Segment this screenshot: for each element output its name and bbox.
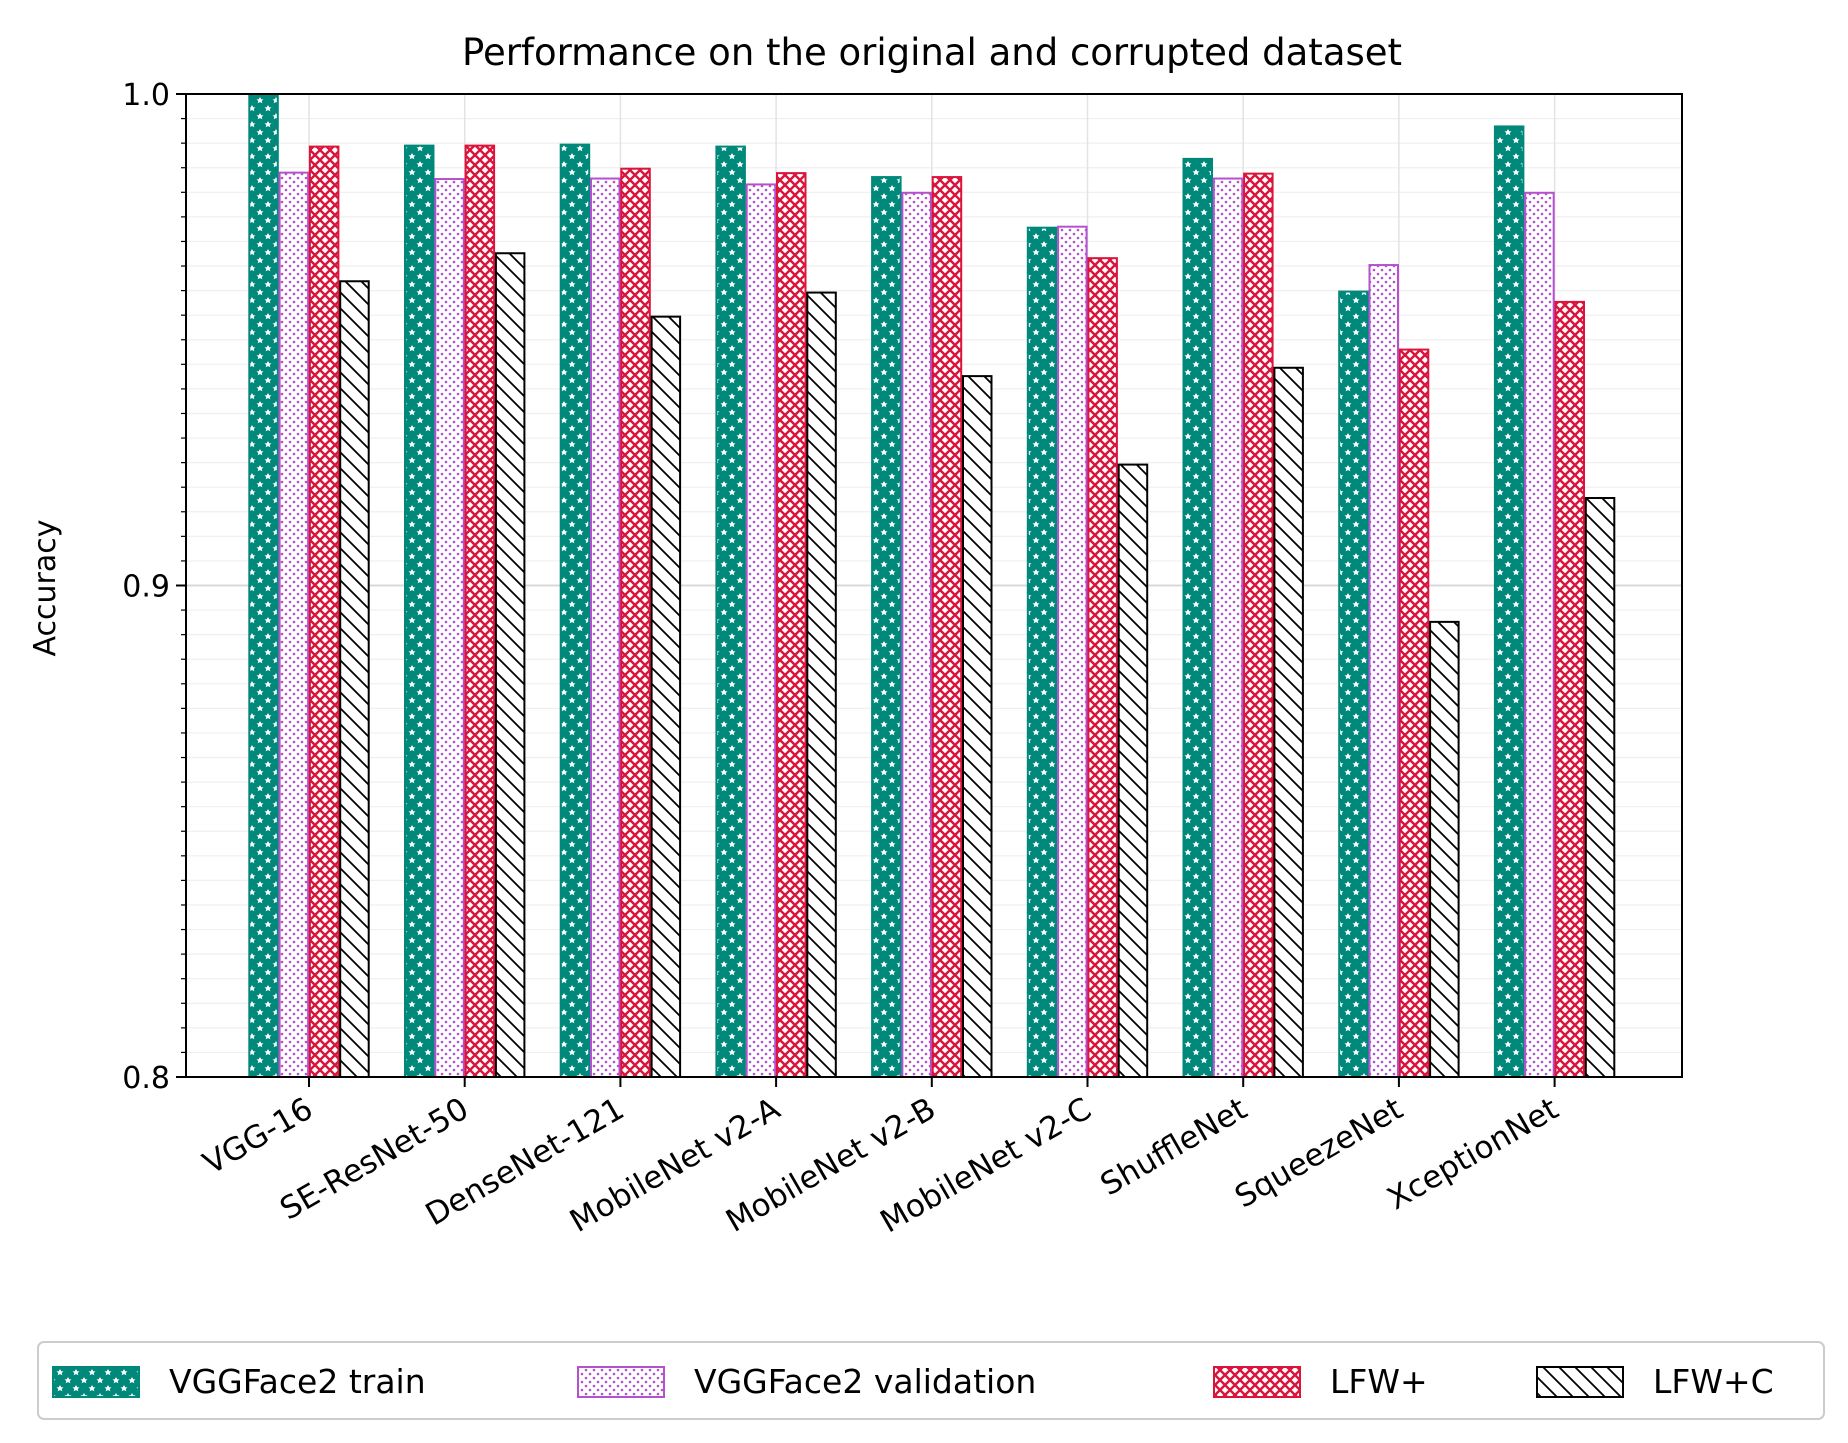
- bar-mobilenet-v2-b-2: [931, 176, 963, 1079]
- bar-se-resnet-50-2: [464, 144, 496, 1079]
- bar-xceptionnet-1: [1524, 191, 1555, 1078]
- y-axis-label: Accuracy: [28, 520, 63, 657]
- bar-mobilenet-v2-c-0: [1026, 226, 1058, 1079]
- legend: VGGFace2 train VGGFace2 validation LFW+ LFW…: [37, 1341, 1825, 1420]
- bar-squeezenet-2: [1398, 348, 1430, 1078]
- bar-mobilenet-v2-a-1: [745, 183, 777, 1079]
- legend-label: VGGFace2 train: [169, 1362, 426, 1401]
- bar-mobilenet-v2-a-3: [806, 291, 837, 1079]
- bar-shufflenet-2: [1243, 172, 1274, 1079]
- bar-se-resnet-50-1: [434, 178, 465, 1079]
- y-tick-label: 0.9: [122, 570, 170, 605]
- bar-mobilenet-v2-c-3: [1117, 463, 1149, 1078]
- chart-title: Performance on the original and corrupte…: [462, 31, 1402, 74]
- legend-label: VGGFace2 validation: [694, 1362, 1036, 1401]
- bar-mobilenet-v2-b-1: [901, 191, 932, 1078]
- bar-squeezenet-0: [1338, 290, 1369, 1078]
- x-tick-label: VGG-16: [197, 1091, 319, 1182]
- bar-mobilenet-v2-b-3: [962, 375, 993, 1079]
- legend-swatch: [1213, 1366, 1301, 1398]
- legend-swatch: [52, 1366, 140, 1398]
- y-axis-ticks: 0.8 0.9 1.0: [122, 78, 186, 1096]
- bar-mobilenet-v2-a-0: [715, 145, 746, 1078]
- bar-vgg-16-3: [339, 280, 370, 1079]
- bar-vgg-16-1: [278, 171, 310, 1078]
- bar-densenet-121-0: [559, 143, 591, 1078]
- bar-vgg-16-2: [308, 145, 340, 1078]
- bar-vgg-16-0: [248, 93, 279, 1078]
- bar-mobilenet-v2-c-1: [1057, 225, 1088, 1078]
- bar-densenet-121-1: [590, 177, 621, 1078]
- bar-mobilenet-v2-a-2: [776, 172, 807, 1079]
- legend-label: LFW+: [1330, 1362, 1428, 1401]
- bar-squeezenet-1: [1368, 264, 1399, 1078]
- bar-shufflenet-1: [1212, 177, 1244, 1078]
- bar-xceptionnet-0: [1493, 125, 1525, 1078]
- y-tick-label: 0.8: [122, 1061, 170, 1096]
- bar-se-resnet-50-3: [494, 252, 526, 1079]
- x-tick-label: XceptionNet: [1381, 1091, 1564, 1218]
- x-tick-label: SqueezeNet: [1229, 1091, 1409, 1216]
- bar-xceptionnet-3: [1584, 497, 1616, 1078]
- legend-box: [37, 1341, 1825, 1420]
- bar-squeezenet-3: [1429, 620, 1460, 1078]
- bar-mobilenet-v2-c-2: [1087, 257, 1118, 1078]
- bar-shufflenet-0: [1182, 157, 1213, 1079]
- bar-densenet-121-3: [650, 315, 682, 1079]
- legend-swatch: [1536, 1366, 1624, 1398]
- bar-shufflenet-3: [1273, 366, 1304, 1078]
- bar-densenet-121-2: [620, 167, 651, 1078]
- y-tick-label: 1.0: [122, 78, 170, 113]
- legend-label: LFW+C: [1653, 1362, 1774, 1401]
- x-axis-ticks: VGG-16SE-ResNet-50DenseNet-121MobileNet …: [197, 1077, 1565, 1240]
- bar-xceptionnet-2: [1554, 300, 1585, 1079]
- bar-mobilenet-v2-b-0: [871, 176, 902, 1079]
- legend-swatch: [577, 1366, 665, 1398]
- bar-se-resnet-50-0: [404, 144, 435, 1079]
